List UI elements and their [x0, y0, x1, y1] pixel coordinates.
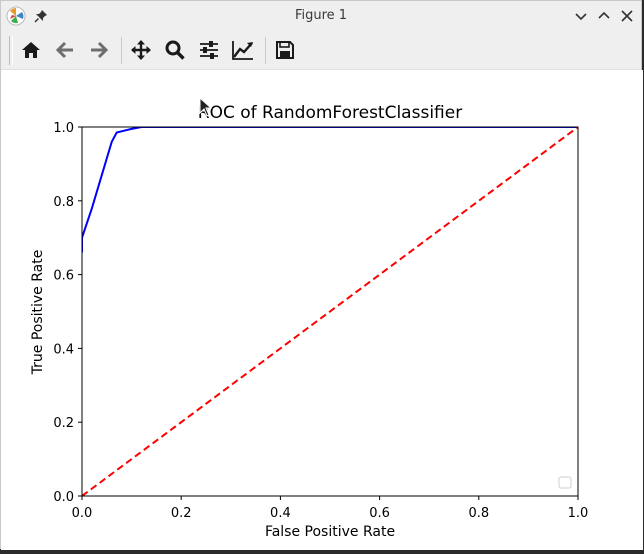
sliders-icon: [200, 41, 218, 59]
y-axis: 0.0 0.2 0.4 0.6 0.8 1.0: [53, 121, 82, 505]
y-tick-label: 0.0: [53, 490, 74, 505]
y-axis-label: True Positive Rate: [30, 250, 46, 376]
pin-icon[interactable]: [34, 9, 48, 23]
y-tick-label: 0.4: [53, 342, 74, 357]
chance-line: [82, 127, 578, 496]
customize-button[interactable]: [231, 38, 255, 62]
x-tick-label: 0.2: [171, 506, 192, 521]
arrow-left-icon: [55, 41, 73, 59]
save-button[interactable]: [273, 38, 297, 62]
forward-button[interactable]: [87, 38, 111, 62]
arrow-right-icon: [91, 41, 109, 59]
y-tick-label: 0.2: [53, 416, 74, 431]
roc-curve: [82, 127, 578, 253]
app-icon[interactable]: [6, 6, 26, 26]
axes-frame: [81, 126, 579, 497]
minimize-button[interactable]: [572, 7, 590, 25]
navigation-toolbar: [1, 31, 641, 70]
x-tick-label: 0.0: [72, 506, 93, 521]
x-tick-label: 1.0: [568, 506, 589, 521]
toolbar-separator: [265, 37, 266, 64]
home-icon: [22, 42, 40, 58]
back-button[interactable]: [53, 38, 77, 62]
x-axis-label: False Positive Rate: [265, 524, 395, 540]
x-tick-label: 0.4: [270, 506, 291, 521]
close-button[interactable]: [618, 7, 636, 25]
legend-box: [558, 476, 572, 489]
title-bar[interactable]: Figure 1: [1, 1, 641, 31]
y-tick-label: 1.0: [53, 121, 74, 136]
mouse-cursor-icon: [199, 97, 213, 117]
figure-canvas[interactable]: ROC of RandomForestClassifier 0.0 0.2 0.4 0…: [1, 70, 643, 550]
toolbar-grip[interactable]: [9, 36, 13, 65]
maximize-button[interactable]: [595, 7, 613, 25]
x-tick-label: 0.6: [369, 506, 390, 521]
floppy-disk-icon: [276, 41, 294, 59]
toolbar-separator: [121, 37, 122, 64]
y-tick-label: 0.6: [53, 269, 74, 284]
line-chart-icon: [232, 41, 253, 60]
zoom-button[interactable]: [163, 38, 187, 62]
pan-button[interactable]: [129, 38, 153, 62]
roc-chart: ROC of RandomForestClassifier 0.0 0.2 0.4 0…: [30, 103, 589, 540]
window-title: Figure 1: [294, 8, 348, 23]
plot-area: [82, 127, 578, 496]
magnifier-icon: [165, 40, 185, 60]
x-tick-label: 0.8: [468, 506, 489, 521]
chart-title: ROC of RandomForestClassifier: [198, 103, 462, 123]
y-tick-label: 0.8: [53, 195, 74, 210]
x-axis: 0.0 0.2 0.4 0.6 0.8 1.0: [72, 496, 589, 521]
subplots-button[interactable]: [197, 38, 221, 62]
home-button[interactable]: [19, 38, 43, 62]
move-icon: [131, 40, 151, 60]
